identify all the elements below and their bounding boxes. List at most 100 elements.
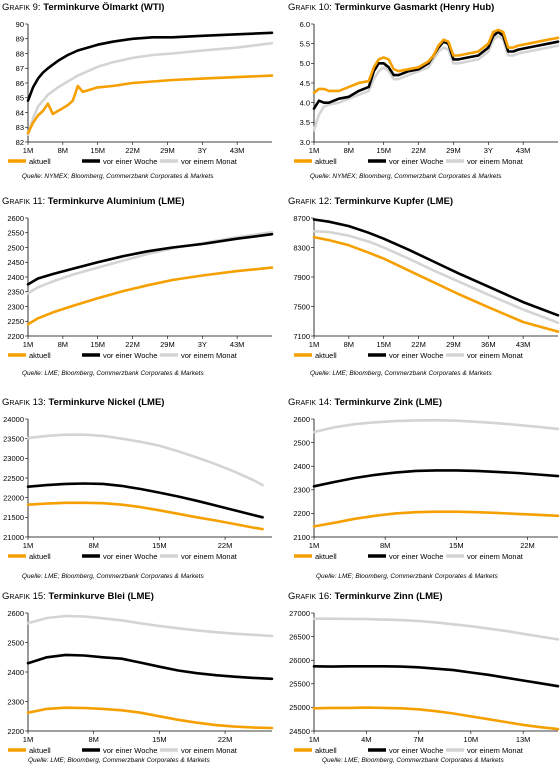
chart-plot-zinn: 24500 25000 25500 26000 26500 27000 1M 4M 7M 10M 1…	[289, 609, 560, 755]
x-tick-label: 8M	[58, 340, 68, 349]
x-tick-label: 8M	[88, 541, 98, 550]
series-line-vor-einer-woche	[312, 469, 560, 488]
x-tick-label: 22M	[218, 735, 233, 744]
series-line-vor-einem-monat	[312, 617, 560, 641]
y-tick-label: 7100	[293, 332, 310, 341]
series-line-vor-einer-woche	[26, 232, 274, 286]
chart-number: Grafik 12:	[288, 196, 332, 207]
y-tick-label: 27000	[289, 609, 310, 618]
y-tick-label: 24500	[289, 727, 310, 736]
y-tick-label: 89	[16, 35, 24, 44]
y-tick-label: 8300	[293, 243, 310, 252]
series-line-vor-einem-monat	[312, 229, 560, 324]
x-tick-label: 43M	[230, 146, 245, 155]
legend-label: vor einer Woche	[103, 552, 157, 561]
series-line-vor-einer-woche	[312, 30, 560, 110]
chart-heading: Terminkurve Zink (LME)	[334, 397, 443, 408]
series-line-vor-einer-woche	[26, 653, 274, 681]
chart-number: Grafik 10:	[288, 2, 332, 13]
x-tick-label: 4M	[361, 735, 371, 744]
legend-label: vor einem Monat	[467, 157, 524, 166]
y-tick-label: 2300	[293, 486, 310, 495]
chart-heading: Terminkurve Blei (LME)	[48, 591, 154, 602]
chart-number: Grafik 13:	[2, 397, 46, 408]
x-tick-label: 8M	[380, 541, 390, 550]
x-tick-label: 3Y	[198, 146, 207, 155]
y-tick-label: 22000	[3, 493, 24, 502]
legend-label: vor einer Woche	[389, 746, 443, 755]
legend-label: vor einer Woche	[103, 746, 157, 755]
legend-label: vor einem Monat	[467, 552, 524, 561]
x-tick-label: 29M	[446, 340, 461, 349]
x-tick-label: 15M	[152, 541, 167, 550]
y-tick-label: 25500	[289, 680, 310, 689]
y-tick-label: 25000	[289, 703, 310, 712]
chart-source: Quelle: LME; Bloomberg, Commerzbank Corp…	[322, 757, 504, 764]
y-tick-label: 4.0	[300, 98, 310, 107]
x-tick-label: 15M	[376, 340, 391, 349]
legend-label: aktuell	[29, 157, 51, 166]
legend-label: vor einem Monat	[181, 746, 238, 755]
y-tick-label: 2400	[293, 462, 310, 471]
chart-title: Grafik 15: Terminkurve Blei (LME)	[2, 591, 154, 602]
x-tick-label: 22M	[218, 541, 233, 550]
series-line-vor-einem-monat	[312, 418, 560, 434]
legend-label: aktuell	[29, 746, 51, 755]
y-tick-label: 2300	[7, 302, 24, 311]
y-tick-label: 23000	[3, 454, 24, 463]
x-tick-label: 15M	[449, 541, 464, 550]
chart-heading: Terminkurve Gasmarkt (Henry Hub)	[334, 2, 495, 13]
y-tick-label: 5.0	[300, 59, 310, 68]
y-tick-label: 2600	[7, 214, 24, 223]
x-tick-label: 43M	[516, 340, 531, 349]
chart-title: Grafik 11: Terminkurve Aluminium (LME)	[2, 196, 185, 207]
y-tick-label: 3.5	[300, 118, 310, 127]
series-line-aktuell	[26, 501, 264, 531]
chart-source: Quelle: LME; Bloomberg, Commerzbank Corp…	[316, 573, 498, 580]
legend-label: vor einer Woche	[389, 351, 443, 360]
chart-title: Grafik 16: Terminkurve Zinn (LME)	[288, 591, 443, 602]
legend-label: vor einem Monat	[181, 157, 238, 166]
series-line-vor-einem-monat	[312, 34, 560, 132]
y-tick-label: 86	[16, 79, 24, 88]
chart-source: Quelle: LME; Bloomberg, Commerzbank Corp…	[22, 370, 204, 377]
y-tick-label: 88	[16, 49, 24, 58]
x-tick-label: 8M	[344, 340, 354, 349]
legend-label: aktuell	[315, 351, 337, 360]
series-line-vor-einem-monat	[26, 433, 264, 487]
x-tick-label: 22M	[411, 146, 426, 155]
y-tick-label: 83	[16, 123, 24, 132]
chart-title: Grafik 13: Terminkurve Nickel (LME)	[2, 397, 164, 408]
x-tick-label: 8M	[58, 146, 68, 155]
y-tick-label: 2200	[7, 332, 24, 341]
x-tick-label: 1M	[23, 735, 33, 744]
chart-heading: Terminkurve Zinn (LME)	[334, 591, 443, 602]
x-tick-label: 3Y	[198, 340, 207, 349]
y-tick-label: 84	[16, 108, 24, 117]
x-tick-label: 13M	[516, 735, 531, 744]
legend-label: aktuell	[29, 552, 51, 561]
series-line-aktuell	[26, 74, 274, 135]
x-tick-label: 1M	[23, 541, 33, 550]
x-tick-label: 8M	[344, 146, 354, 155]
series-line-vor-einer-woche	[26, 31, 274, 102]
y-tick-label: 2450	[7, 258, 24, 267]
x-tick-label: 1M	[309, 340, 319, 349]
chart-panel-nickel: Grafik 13: Terminkurve Nickel (LME) 2100…	[2, 397, 274, 589]
x-tick-label: 1M	[23, 340, 33, 349]
y-tick-label: 2250	[7, 317, 24, 326]
chart-number: Grafik 15:	[2, 591, 46, 602]
chart-number: Grafik 16:	[288, 591, 332, 602]
x-tick-label: 1M	[309, 735, 319, 744]
y-tick-label: 8700	[293, 214, 310, 223]
series-line-vor-einem-monat	[26, 41, 274, 136]
x-tick-label: 1M	[23, 146, 33, 155]
series-line-aktuell	[26, 706, 274, 730]
x-tick-label: 8M	[88, 735, 98, 744]
y-tick-label: 2300	[7, 697, 24, 706]
chart-heading: Terminkurve Aluminium (LME)	[47, 196, 185, 207]
y-tick-label: 21500	[3, 513, 24, 522]
chart-panel-kupfer: Grafik 12: Terminkurve Kupfer (LME) 7100…	[288, 196, 560, 388]
chart-plot-wti: 82 83 84 85 86 87 88 89 90 1M 8M 15M 22M 29M 3Y 43M aktu…	[8, 20, 274, 166]
y-tick-label: 2500	[7, 638, 24, 647]
